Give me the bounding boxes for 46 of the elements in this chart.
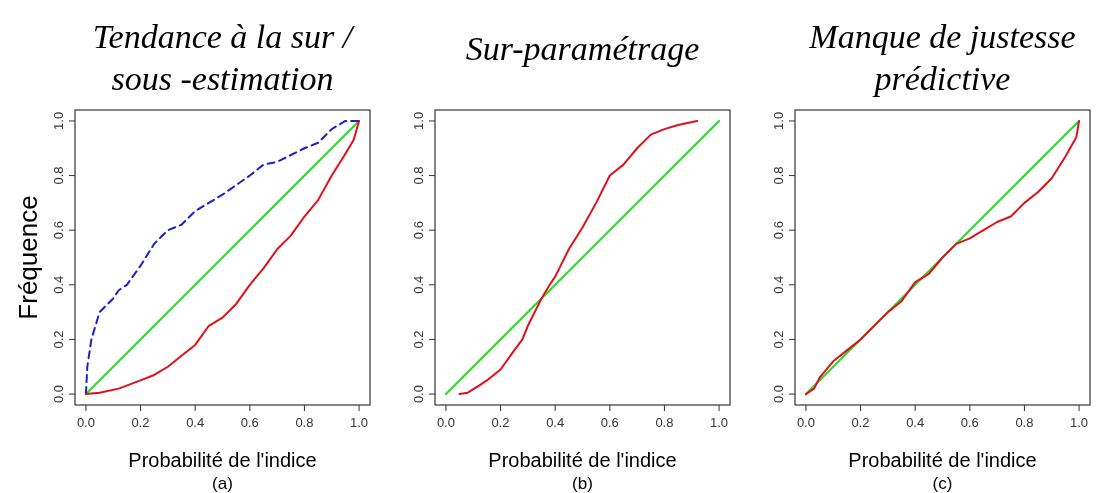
x-tick-label: 0.6	[600, 415, 619, 430]
x-tick-label: 0.4	[186, 415, 205, 430]
x-tick-label: 0.2	[131, 415, 150, 430]
x-axis-title: Probabilité de l'indice	[848, 449, 1037, 471]
y-tick-label: 0.2	[411, 330, 426, 349]
y-tick-label: 0.0	[771, 385, 786, 404]
y-tick-label: 0.0	[411, 385, 426, 404]
y-tick-label: 0.6	[51, 221, 66, 240]
x-tick-label: 0.8	[295, 415, 314, 430]
x-tick-label: 0.2	[491, 415, 510, 430]
x-tick-label: 0.2	[851, 415, 870, 430]
y-tick-label: 0.8	[771, 166, 786, 185]
x-axis-title: Probabilité de l'indice	[128, 449, 317, 471]
y-tick-label: 1.0	[51, 111, 66, 130]
y-tick-label: 0.8	[411, 166, 426, 185]
y-tick-label: 1.0	[411, 111, 426, 130]
y-tick-label: 0.4	[411, 275, 426, 294]
chart-title: Manque de justesse prédictive	[808, 18, 1076, 97]
x-tick-label: 0.8	[655, 415, 674, 430]
x-tick-label: 0.8	[1015, 415, 1034, 430]
chart-title: Sur-paramétrage	[465, 30, 700, 67]
x-tick-label: 0.4	[546, 415, 565, 430]
x-tick-label: 0.4	[906, 415, 925, 430]
y-axis-title: Fréquence	[13, 195, 43, 320]
x-tick-label: 0.0	[796, 415, 815, 430]
x-axis-title: Probabilité de l'indice	[488, 449, 677, 471]
x-tick-label: 1.0	[710, 415, 729, 430]
chart-title: Tendance à la sur / sous -estimation	[92, 18, 356, 97]
x-tick-label: 0.0	[436, 415, 455, 430]
y-tick-label: 0.2	[771, 330, 786, 349]
text: (b)	[572, 474, 593, 493]
x-tick-label: 1.0	[1070, 415, 1089, 430]
text: (c)	[932, 474, 953, 493]
y-tick-label: 1.0	[771, 111, 786, 130]
y-tick-label: 0.0	[51, 385, 66, 404]
x-tick-label: 0.6	[240, 415, 259, 430]
x-tick-label: 0.0	[76, 415, 95, 430]
x-tick-label: 1.0	[350, 415, 369, 430]
x-tick-label: 0.6	[960, 415, 979, 430]
y-tick-label: 0.2	[51, 330, 66, 349]
y-tick-label: 0.6	[411, 221, 426, 240]
y-tick-label: 0.4	[771, 275, 786, 294]
y-tick-label: 0.6	[771, 221, 786, 240]
text: (a)	[212, 474, 233, 493]
y-tick-label: 0.4	[51, 275, 66, 294]
y-tick-label: 0.8	[51, 166, 66, 185]
